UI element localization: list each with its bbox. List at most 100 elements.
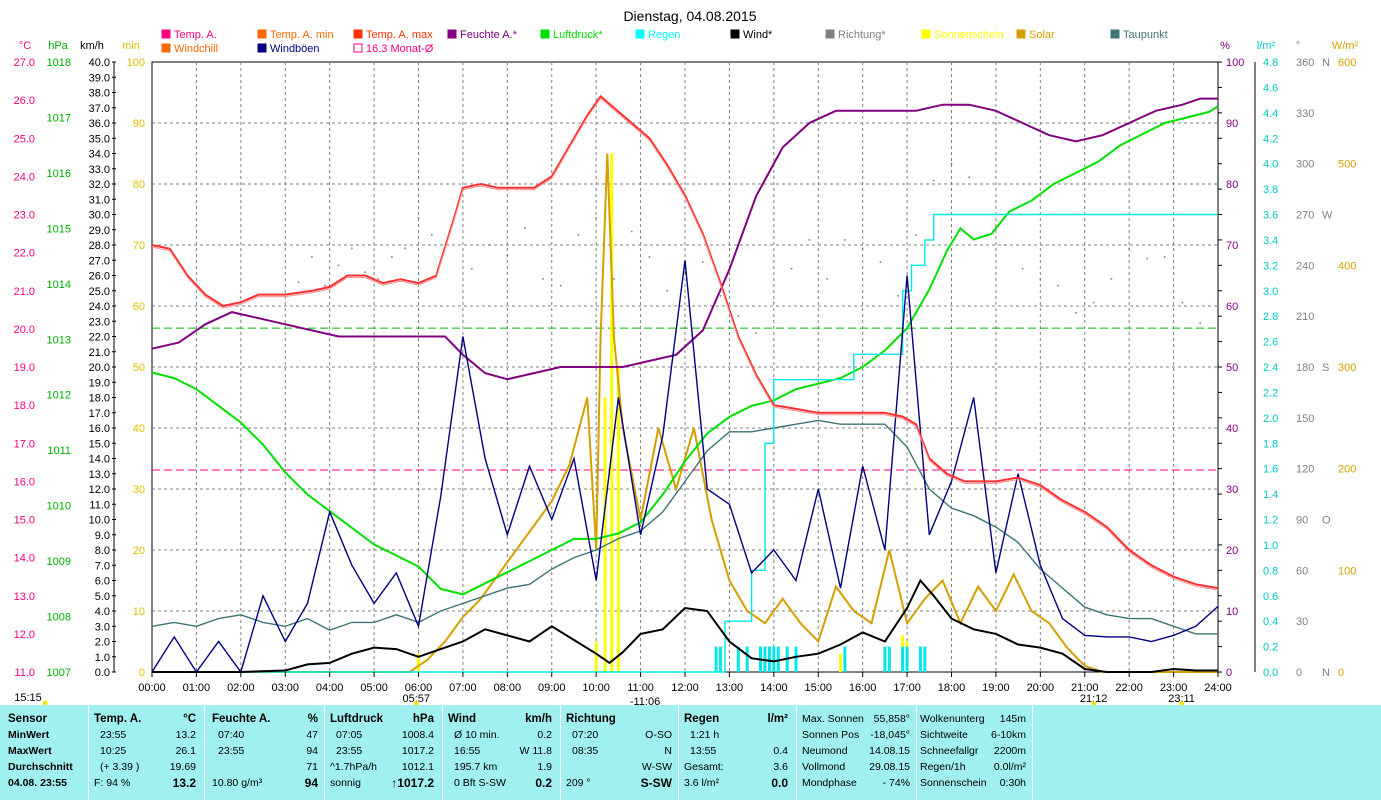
legend-label: Regen xyxy=(648,29,680,41)
series-line-Regen xyxy=(152,213,1218,673)
y-tick-rain_lm2: 0.2 xyxy=(1263,642,1278,654)
bar-Regen/Intervall xyxy=(736,646,740,672)
y-tick-rain_lm2: 1.6 xyxy=(1263,464,1278,476)
y-tick-wind_kmh: 2.0 xyxy=(95,637,110,649)
stats-temp-footer-left: F: 94 % xyxy=(94,777,131,789)
direction-dot xyxy=(1146,257,1148,260)
legend-label: Temp. A. xyxy=(174,29,217,41)
y-tick-direction_deg: 180 xyxy=(1296,362,1314,374)
y-tick-wind_kmh: 25.0 xyxy=(89,286,110,298)
stats-misc-value-2: 2200m xyxy=(993,745,1026,757)
y-tick-sun_min: 0 xyxy=(139,667,145,679)
bar-Regen/Intervall xyxy=(714,646,718,672)
stats-misc-label-0: Wolkenunterg xyxy=(920,713,985,725)
y-tick-pressure_hpa: 1009 xyxy=(47,556,71,568)
x-tick-label: 16:00 xyxy=(849,682,877,694)
stats-pressure-min-time: 07:05 xyxy=(336,729,363,741)
y-tick-rain_lm2: 4.4 xyxy=(1263,108,1278,120)
y-tick-humidity_pct: 80 xyxy=(1226,179,1238,191)
legend-label: Richtung* xyxy=(838,29,886,41)
y-tick-rain_lm2: 3.6 xyxy=(1263,210,1278,222)
y-tick-sun_min: 90 xyxy=(133,118,145,130)
separator xyxy=(324,705,325,800)
stats-temp-min-time: 23:55 xyxy=(100,729,127,741)
direction-dot xyxy=(1075,311,1077,314)
stats-wind-avg10: 0.2 xyxy=(537,729,552,741)
legend-swatch xyxy=(921,29,931,39)
direction-dot xyxy=(417,217,420,219)
y-tick-direction_deg: 270 xyxy=(1296,210,1314,222)
stats-pressure-current: ↑1017.2 xyxy=(391,776,434,790)
y-tick-wind_kmh: 21.0 xyxy=(89,347,110,359)
y-tick-pressure_hpa: 1016 xyxy=(47,168,71,180)
y-tick-pressure_hpa: 1013 xyxy=(47,334,71,346)
direction-dot xyxy=(542,278,544,280)
bar-Sonnenschein xyxy=(594,641,598,672)
y-tick-temp_c: 17.0 xyxy=(14,438,35,450)
y-tick-temp_c: 23.0 xyxy=(14,210,35,222)
y-tick-rain_lm2: 3.2 xyxy=(1263,260,1278,272)
stats-direction-v3: W-SW xyxy=(641,761,672,773)
stats-humidity-current: 94 xyxy=(304,776,318,790)
x-tick-label: 17:00 xyxy=(893,682,921,694)
stats-astro-label-4: Mondphase xyxy=(802,777,857,789)
legend-swatch xyxy=(353,43,363,53)
bar-Sonnenschein xyxy=(610,153,614,672)
stats-rain-footer: 3.6 l/m² xyxy=(684,777,720,789)
y-tick-wind_kmh: 12.0 xyxy=(89,484,110,496)
x-tick-label: 08:00 xyxy=(494,682,522,694)
y-tick-temp_c: 21.0 xyxy=(14,286,35,298)
y-tick-direction_deg: 120 xyxy=(1296,464,1314,476)
x-tick-label: 22:00 xyxy=(1115,682,1143,694)
series-line-Feuchte A.* xyxy=(151,97,1218,381)
series-line-Temp. A. xyxy=(151,94,1219,590)
y-tick-rain_lm2: 1.8 xyxy=(1263,438,1278,450)
y-tick-wind_kmh: 20.0 xyxy=(89,362,110,374)
time-annotation: 05:57 xyxy=(403,693,431,705)
y-tick-rain_lm2: 3.0 xyxy=(1263,286,1278,298)
direction-dot xyxy=(337,264,340,267)
y-tick-temp_c: 12.0 xyxy=(14,629,35,641)
stats-direction-t1: 07:20 xyxy=(572,729,599,741)
y-tick-compass: W xyxy=(1322,210,1333,222)
y-tick-compass: N xyxy=(1322,667,1330,679)
stats-wind-unit: km/h xyxy=(525,713,552,725)
y-tick-rain_lm2: 2.6 xyxy=(1263,337,1278,349)
stats-rain-max-time: 13:55 xyxy=(690,745,717,757)
direction-dot xyxy=(701,261,704,263)
stats-astro-label-1: Sonnen Pos xyxy=(802,729,860,741)
stats-temp-max-time: 10:25 xyxy=(100,745,127,757)
series-line-temp-min xyxy=(151,97,1219,591)
y-tick-compass: N xyxy=(1322,57,1330,69)
legend-label: Sonnenschein xyxy=(934,29,1004,41)
y-tick-wind_kmh: 4.0 xyxy=(95,606,110,618)
y-tick-rain_lm2: 0.8 xyxy=(1263,565,1278,577)
separator xyxy=(204,705,205,800)
legend-label: Taupunkt xyxy=(1123,29,1168,41)
direction-dot xyxy=(364,271,366,273)
y-tick-wind_kmh: 28.0 xyxy=(89,240,110,252)
direction-dot xyxy=(351,247,353,250)
bar-Regen/Intervall xyxy=(794,646,798,672)
x-tick-label: 21:00 xyxy=(1071,682,1099,694)
y-tick-temp_c: 27.0 xyxy=(14,57,35,69)
stats-wind-bft: 0 Bft S-SW xyxy=(454,777,506,789)
x-tick-label: 05:00 xyxy=(360,682,388,694)
axis-unit-rain_lm2: l/m² xyxy=(1257,40,1276,52)
y-tick-solar_wm2: 500 xyxy=(1338,159,1356,171)
separator xyxy=(1032,705,1033,800)
y-tick-wind_kmh: 27.0 xyxy=(89,255,110,267)
y-tick-sun_min: 50 xyxy=(133,362,145,374)
direction-dot xyxy=(613,278,615,280)
legend-label: Wind* xyxy=(743,29,773,41)
axis-ticks: 11.0 12.0 13.0 14.0 15.0 16.0 17.0 18.0 19.0 20.0… xyxy=(14,57,1357,679)
time-annotations: 15:15 05:57 -11:06 21:12 23:11 xyxy=(14,692,1195,705)
stats-misc-value-3: 0.0l/m² xyxy=(993,761,1026,773)
direction-dot xyxy=(324,284,327,287)
stats-astro-label-0: Max. Sonnen xyxy=(802,713,864,725)
stats-pressure-unit: hPa xyxy=(412,713,434,725)
stats-astro-col: Max. Sonnen 55,858° Sonnen Pos -18,045° Ne… xyxy=(802,711,914,791)
stats-rain-total: 3.6 xyxy=(773,761,788,773)
direction-dot xyxy=(1057,284,1059,287)
direction-dot xyxy=(391,256,393,258)
